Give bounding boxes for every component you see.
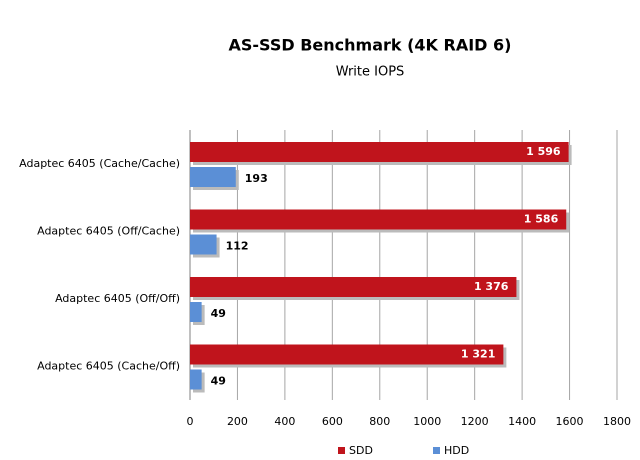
value-label: 49 (211, 307, 226, 320)
x-tick-label: 1200 (461, 415, 489, 428)
legend-label: SDD (349, 444, 373, 457)
bar (190, 302, 202, 322)
x-tick-label: 400 (274, 415, 295, 428)
x-tick-label: 1000 (413, 415, 441, 428)
x-tick-label: 1600 (556, 415, 584, 428)
bar (190, 167, 236, 187)
legend-label: HDD (444, 444, 469, 457)
y-tick-label: Adaptec 6405 (Off/Off) (55, 292, 180, 305)
value-label: 1 321 (461, 348, 495, 361)
x-tick-label: 600 (322, 415, 343, 428)
y-tick-label: Adaptec 6405 (Cache/Cache) (19, 157, 180, 170)
bar (190, 277, 517, 297)
legend-swatch (338, 447, 345, 454)
x-tick-label: 1400 (508, 415, 536, 428)
y-tick-label: Adaptec 6405 (Cache/Off) (37, 359, 180, 372)
y-tick-label: Adaptec 6405 (Off/Cache) (37, 224, 180, 237)
bar (190, 344, 504, 365)
chart-title: AS-SSD Benchmark (4K RAID 6) (229, 36, 512, 55)
x-tick-label: 0 (187, 415, 194, 428)
bar (190, 142, 569, 162)
value-label: 1 376 (474, 280, 509, 293)
value-label: 193 (245, 172, 268, 185)
bar (190, 234, 217, 255)
legend-swatch (433, 447, 440, 454)
x-tick-label: 800 (369, 415, 390, 428)
value-label: 1 586 (524, 213, 559, 226)
x-tick-label: 200 (227, 415, 248, 428)
value-label: 112 (226, 240, 249, 253)
value-label: 1 596 (526, 145, 561, 158)
x-tick-label: 1800 (603, 415, 631, 428)
bar (190, 209, 567, 230)
chart-subtitle: Write IOPS (336, 65, 405, 80)
bar (190, 369, 202, 390)
value-label: 49 (211, 375, 226, 388)
